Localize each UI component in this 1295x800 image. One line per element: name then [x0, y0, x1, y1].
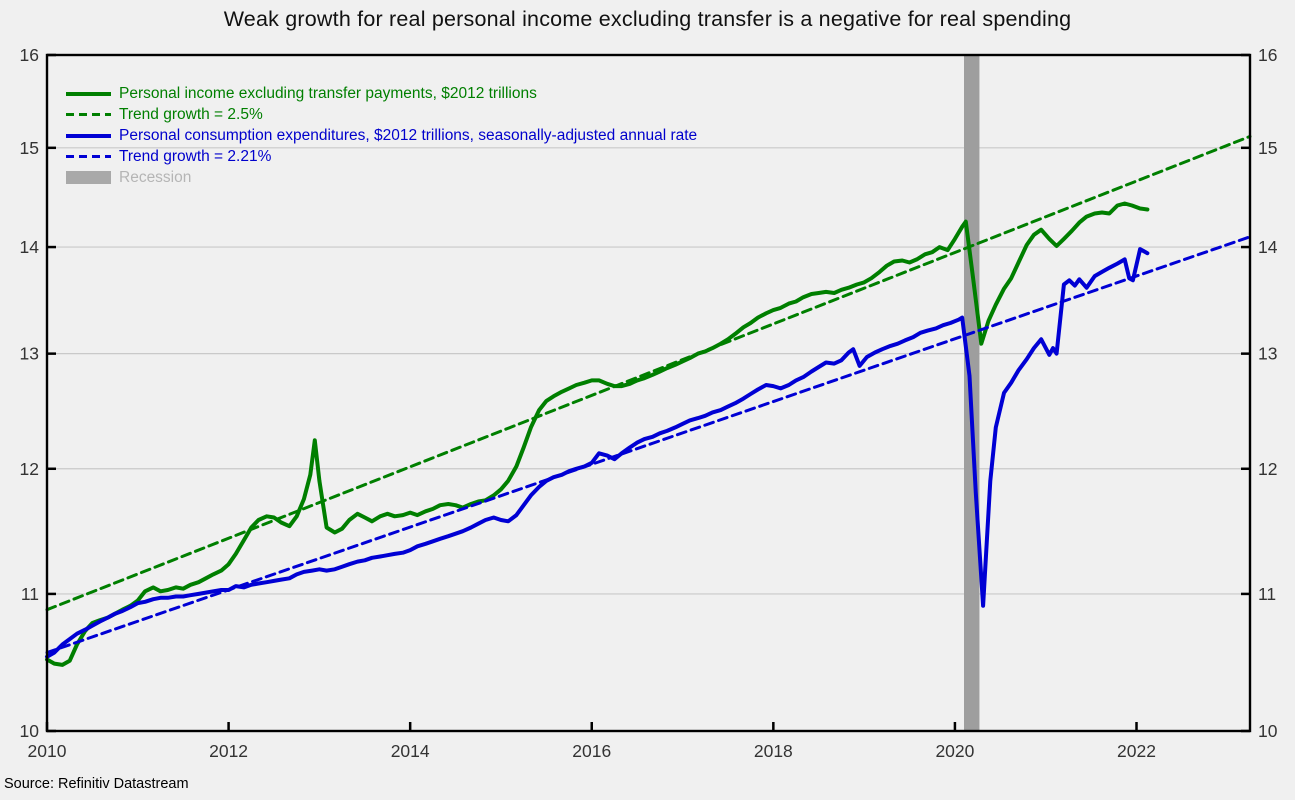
legend-label: Personal consumption expenditures, $2012… [119, 127, 698, 144]
x-axis-label: 2012 [209, 741, 248, 761]
y-axis-label-left: 15 [20, 138, 39, 158]
x-axis-label: 2018 [754, 741, 793, 761]
pce-trend-swatch [66, 155, 111, 158]
x-axis-label: 2016 [572, 741, 611, 761]
y-axis-label-left: 14 [20, 237, 40, 257]
y-axis-label-right: 16 [1258, 45, 1277, 65]
legend-item-pce-trend: Trend growth = 2.21% [66, 149, 697, 164]
source-note: Source: Refinitiv Datastream [4, 776, 189, 792]
recession-swatch [66, 171, 111, 184]
series-pce [45, 247, 1150, 659]
y-axis-label-left: 12 [20, 459, 39, 479]
y-axis-label-right: 15 [1258, 138, 1277, 158]
x-axis-label: 2014 [391, 741, 430, 761]
series-trend-pce [45, 235, 1252, 655]
y-axis-label-right: 10 [1258, 721, 1278, 741]
legend-item-recession: Recession [66, 170, 697, 185]
legend-item-income: Personal income excluding transfer payme… [66, 86, 697, 101]
pce-line-swatch [66, 133, 111, 138]
series-trend-income [45, 134, 1252, 612]
y-axis-label-left: 13 [20, 344, 39, 364]
legend-item-income-trend: Trend growth = 2.5% [66, 107, 697, 122]
legend-label: Trend growth = 2.5% [119, 106, 263, 123]
axis-frame [45, 53, 1252, 733]
y-axis-label-left: 10 [20, 721, 40, 741]
y-axis-label-right: 12 [1258, 459, 1277, 479]
legend-item-pce: Personal consumption expenditures, $2012… [66, 128, 697, 143]
legend-label: Recession [119, 169, 192, 186]
y-axis-label-left: 11 [21, 584, 39, 604]
x-axis-label: 2022 [1117, 741, 1156, 761]
y-axis-label-right: 13 [1258, 344, 1277, 364]
legend-label: Trend growth = 2.21% [119, 148, 272, 165]
x-axis-label: 2010 [28, 741, 67, 761]
series-income [45, 201, 1150, 667]
y-axis-label-right: 14 [1258, 237, 1278, 257]
chart-title: Weak growth for real personal income exc… [223, 7, 1072, 31]
y-axis-label-right: 11 [1258, 584, 1276, 604]
y-axis-label-left: 16 [20, 45, 39, 65]
x-axis-label: 2020 [935, 741, 974, 761]
legend: Personal income excluding transfer payme… [66, 86, 697, 185]
legend-label: Personal income excluding transfer payme… [119, 85, 537, 102]
income-line-swatch [66, 91, 111, 96]
income-trend-swatch [66, 113, 111, 116]
